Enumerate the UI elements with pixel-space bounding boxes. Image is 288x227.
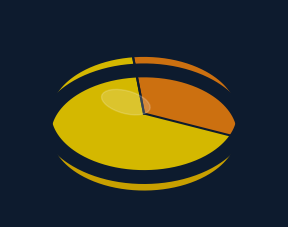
Polygon shape <box>44 114 237 197</box>
Ellipse shape <box>102 89 150 115</box>
Polygon shape <box>132 50 244 137</box>
Polygon shape <box>44 50 237 177</box>
Polygon shape <box>237 114 244 158</box>
